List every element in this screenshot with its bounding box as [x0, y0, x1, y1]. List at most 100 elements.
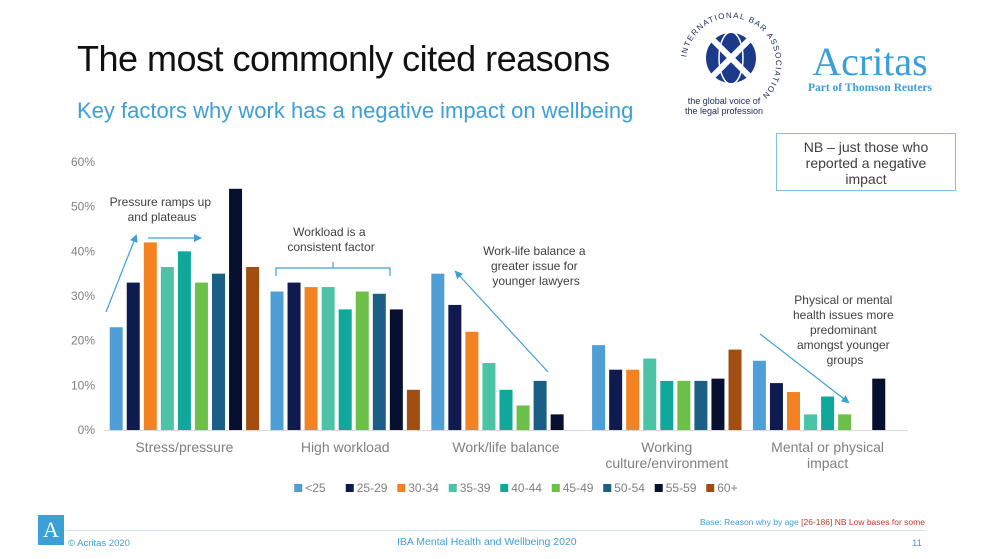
- bar: [448, 304, 462, 430]
- legend-swatch: [551, 484, 560, 492]
- bar: [872, 378, 886, 430]
- page-subtitle: Key factors why work has a negative impa…: [77, 98, 634, 123]
- bar: [389, 309, 403, 430]
- bar: [406, 389, 420, 430]
- x-category-label: culture/environment: [605, 455, 728, 471]
- iba-logo: INTERNATIONAL BAR ASSOCIATION: [679, 11, 781, 101]
- legend-label: 60+: [717, 481, 737, 495]
- bar: [728, 349, 742, 430]
- bracket-workload: [275, 262, 391, 276]
- y-tick-label: 30%: [71, 289, 95, 303]
- legend-swatch: [500, 484, 509, 492]
- bar: [516, 405, 530, 430]
- bar: [431, 273, 445, 430]
- annotation-mental-physical: Physical or mental health issues more pr…: [793, 293, 897, 367]
- bar: [287, 282, 301, 430]
- bar: [212, 273, 225, 430]
- legend-item: 55-59: [654, 481, 697, 495]
- bar: [246, 266, 260, 430]
- bar: [769, 383, 783, 430]
- bar: [592, 345, 606, 430]
- x-category-label: Work/life balance: [452, 439, 559, 455]
- y-tick-label: 0%: [78, 423, 96, 437]
- arrow-ramp-up: [105, 234, 138, 313]
- bar: [338, 309, 352, 430]
- legend-item: 50-54: [603, 481, 645, 495]
- bar: [143, 242, 157, 430]
- nb-note-box: NB – just those who reported a negative …: [776, 133, 956, 191]
- legend-swatch: [345, 484, 354, 492]
- legend-swatch: [397, 484, 406, 492]
- page-title: The most commonly cited reasons: [77, 38, 610, 79]
- legend-item: <25: [294, 481, 326, 495]
- bar: [660, 380, 674, 430]
- bar: [355, 291, 369, 430]
- arrow-work-life: [454, 270, 549, 373]
- footer-divider: [66, 530, 926, 531]
- bar: [643, 358, 657, 430]
- legend-item: 30-34: [397, 481, 439, 495]
- base-note: Base: Reason why by age [26-186] NB Low …: [700, 517, 925, 527]
- legend-swatch: [706, 484, 715, 492]
- y-tick-label: 40%: [71, 244, 95, 258]
- legend-label: 30-34: [408, 481, 439, 495]
- legend-item: 45-49: [551, 481, 594, 495]
- bar: [533, 380, 547, 430]
- bar: [126, 282, 140, 430]
- bar: [482, 363, 496, 430]
- acritas-footer-logo: A: [38, 515, 64, 545]
- bar: [270, 291, 284, 430]
- bar: [804, 414, 818, 430]
- bar: [160, 266, 174, 430]
- bar: [499, 389, 513, 430]
- y-tick-label: 50%: [71, 200, 95, 214]
- bar: [694, 380, 708, 430]
- legend-swatch: [294, 484, 303, 492]
- bar: [677, 380, 691, 430]
- annotation-pressure: Pressure ramps up and plateaus: [110, 195, 215, 224]
- bar: [229, 188, 243, 430]
- bar: [752, 360, 766, 430]
- copyright-text: © Acritas 2020: [68, 538, 130, 549]
- arrow-mental-physical: [759, 333, 850, 404]
- bar: [626, 369, 640, 430]
- bar: [304, 287, 318, 430]
- legend-label: 35-39: [460, 481, 491, 495]
- y-tick-label: 20%: [71, 334, 95, 348]
- bar: [609, 369, 623, 430]
- x-category-label: Mental or physical: [771, 439, 884, 455]
- bar: [711, 378, 725, 430]
- iba-tagline: the global voice of the legal profession: [684, 96, 764, 116]
- legend-item: 40-44: [500, 481, 542, 495]
- legend-label: <25: [305, 481, 326, 495]
- bar: [372, 293, 386, 430]
- legend-item: 35-39: [448, 481, 491, 495]
- bar: [787, 392, 800, 430]
- legend-item: 25-29: [345, 481, 388, 495]
- x-category-label: impact: [807, 455, 848, 471]
- bar: [550, 414, 564, 430]
- y-tick-label: 60%: [71, 155, 95, 169]
- x-category-label: High workload: [301, 439, 390, 455]
- legend-label: 50-54: [614, 481, 645, 495]
- legend-label: 45-49: [563, 481, 594, 495]
- bar: [465, 331, 479, 430]
- bar: [109, 327, 123, 430]
- legend-swatch: [448, 484, 457, 492]
- acritas-logo: Acritas Part of Thomson Reuters: [800, 39, 940, 95]
- y-tick-label: 10%: [71, 378, 95, 392]
- legend-item: 60+: [706, 481, 738, 495]
- acritas-subline: Part of Thomson Reuters: [807, 82, 933, 94]
- bar: [838, 414, 852, 430]
- legend-label: 55-59: [666, 481, 697, 495]
- annotation-workload: Workload is a consistent factor: [287, 225, 374, 254]
- bar: [321, 287, 335, 430]
- bar: [194, 282, 208, 430]
- bar: [177, 251, 191, 430]
- x-category-label: Stress/pressure: [135, 439, 233, 455]
- acritas-wordmark: Acritas: [812, 39, 928, 84]
- page-number: 11: [912, 538, 922, 549]
- legend-label: 25-29: [357, 481, 388, 495]
- legend-label: 40-44: [511, 481, 542, 495]
